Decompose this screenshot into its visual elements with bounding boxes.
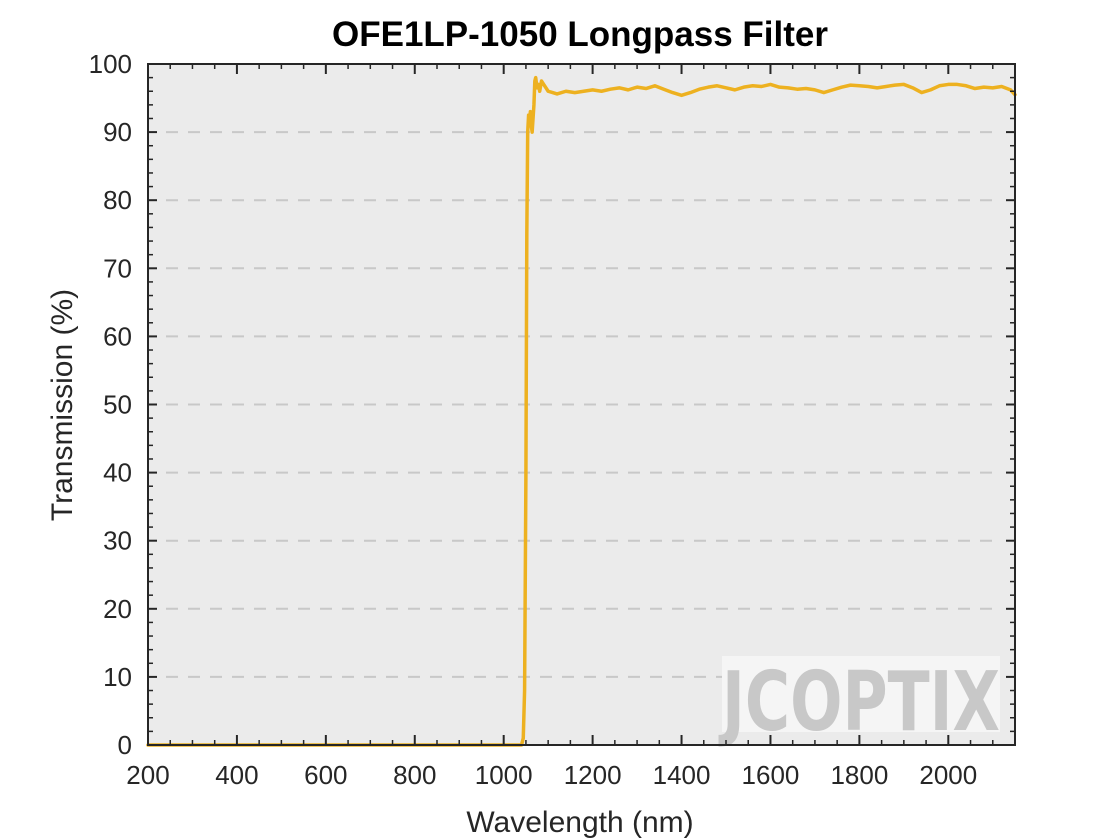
x-tick-label-9: 2000 bbox=[919, 760, 977, 790]
y-tick-label-9: 90 bbox=[103, 117, 132, 147]
x-tick-label-5: 1200 bbox=[564, 760, 622, 790]
y-tick-label-2: 20 bbox=[103, 594, 132, 624]
y-tick-label-7: 70 bbox=[103, 253, 132, 283]
watermark-background bbox=[722, 656, 1000, 732]
x-tick-labels: 200 400 600 800 1000 1200 1400 1600 1800 2000 bbox=[126, 760, 977, 790]
y-tick-label-4: 40 bbox=[103, 458, 132, 488]
x-axis-label: Wavelength (nm) bbox=[466, 806, 693, 839]
x-tick-label-1: 400 bbox=[215, 760, 258, 790]
chart-title: OFE1LP-1050 Longpass Filter bbox=[332, 15, 828, 54]
x-tick-label-3: 800 bbox=[393, 760, 436, 790]
x-tick-label-8: 1800 bbox=[830, 760, 888, 790]
y-tick-label-3: 30 bbox=[103, 526, 132, 556]
axis-ticks bbox=[147, 63, 1015, 746]
x-tick-label-7: 1600 bbox=[742, 760, 800, 790]
y-tick-label-6: 60 bbox=[103, 321, 132, 351]
x-tick-label-2: 600 bbox=[304, 760, 347, 790]
x-tick-label-4: 1000 bbox=[475, 760, 533, 790]
watermark-logo: JCOPTIX bbox=[718, 655, 1000, 750]
y-axis-label: Transmission (%) bbox=[46, 289, 79, 521]
series-line-0 bbox=[146, 75, 1017, 747]
y-tick-label-5: 50 bbox=[103, 390, 132, 420]
y-tick-label-8: 80 bbox=[103, 185, 132, 215]
x-tick-label-0: 200 bbox=[126, 760, 169, 790]
y-tick-labels: 0 10 20 30 40 50 60 70 80 90 100 bbox=[89, 49, 132, 760]
watermark-text: JCOPTIX bbox=[718, 655, 1000, 750]
y-tick-label-10: 100 bbox=[89, 49, 132, 79]
series-layer bbox=[146, 75, 1017, 747]
x-tick-label-6: 1400 bbox=[653, 760, 711, 790]
y-tick-label-1: 10 bbox=[103, 662, 132, 692]
grid-lines bbox=[166, 131, 997, 678]
y-tick-label-0: 0 bbox=[118, 730, 132, 760]
